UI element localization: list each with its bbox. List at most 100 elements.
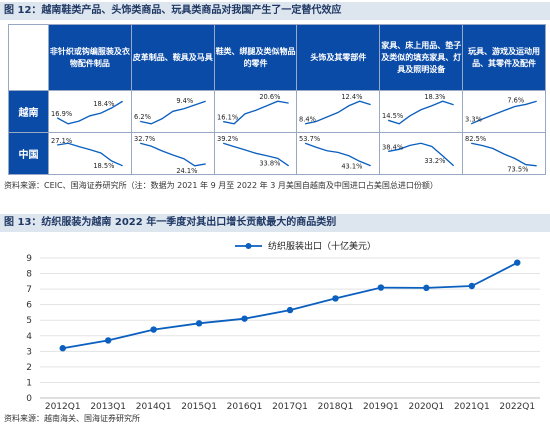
- figure12-title: 图 12：越南鞋类产品、头饰类商品、玩具类商品对我国产生了一定替代效应: [0, 2, 550, 20]
- sparkline-svg: 27.1% 18.5%: [51, 137, 123, 170]
- y-tick-label: 2: [26, 363, 32, 373]
- data-point: [423, 284, 430, 292]
- column-header-apparel: 非针织或钩编服装及衣物配件制品: [48, 24, 132, 91]
- sparkline-start-label: 14.5%: [382, 112, 403, 120]
- sparkline: [222, 142, 289, 167]
- column-header-leather: 皮革制品、鞍具及马具: [130, 24, 215, 91]
- sparkline-svg: 8.4% 12.4%: [300, 93, 372, 125]
- y-tick-label: 7: [26, 285, 32, 295]
- figure13-source: 资料来源：越南海关、国海证券研究所: [4, 414, 140, 423]
- column-header-footwear: 鞋类、绑腿及类似物品的零件: [213, 24, 298, 91]
- y-tick-label: 9: [26, 254, 32, 264]
- sparkline: [139, 100, 206, 125]
- substitution-matrix: 非针织或钩编服装及衣物配件制品 皮革制品、鞍具及马具 鞋类、绑腿及类似物品的零件…: [8, 24, 546, 175]
- mini-chart-china-furniture: 38.4% 33.2%: [379, 132, 464, 175]
- mini-chart-vietnam-apparel: 16.9% 18.4%: [48, 90, 132, 133]
- x-tick-label: 2021Q1: [454, 402, 490, 412]
- data-point: [59, 345, 66, 352]
- sparkline-end-label: 7.6%: [507, 96, 524, 104]
- sparkline-svg: 3.3% 7.6%: [465, 96, 537, 125]
- legend-marker: [245, 243, 252, 249]
- data-point: [104, 337, 112, 344]
- sparkline: [222, 100, 289, 125]
- x-tick-label: 2014Q1: [136, 402, 172, 412]
- y-tick-label: 8: [26, 270, 32, 280]
- mini-chart-vietnam-furniture: 14.5% 18.3%: [379, 90, 464, 133]
- mini-chart-china-footwear: 39.2% 33.8%: [213, 132, 298, 175]
- sparkline: [139, 142, 206, 167]
- sparkline-svg: 82.5% 73.5%: [465, 135, 537, 174]
- sparkline-end-label: 33.2%: [425, 157, 446, 165]
- sparkline-end-label: 24.1%: [176, 167, 197, 174]
- figure12-source: 资料来源：CEIC、国海证券研究所（注：数据为 2021 年 9 月至 2022…: [4, 181, 438, 190]
- matrix-corner: [8, 24, 49, 91]
- sparkline-end-label: 18.3%: [425, 93, 446, 101]
- sparkline: [388, 142, 455, 167]
- sparkline-start-label: 16.1%: [217, 113, 238, 121]
- y-tick-label: 5: [26, 316, 32, 326]
- column-header-toys: 玩具、游戏及运动用品、其零件及配件: [462, 24, 546, 91]
- sparkline-end-label: 9.4%: [176, 97, 193, 105]
- mini-chart-china-headgear: 53.7% 43.1%: [296, 132, 381, 175]
- mini-chart-vietnam-leather: 6.2% 9.4%: [130, 90, 215, 133]
- sparkline-svg: 39.2% 33.8%: [217, 135, 289, 167]
- sparkline-end-label: 33.8%: [259, 159, 280, 167]
- x-tick-label: 2018Q1: [318, 402, 354, 412]
- x-tick-label: 2015Q1: [181, 402, 217, 412]
- sparkline: [471, 100, 537, 125]
- sparkline-start-label: 27.1%: [51, 137, 72, 145]
- mini-chart-china-apparel: 27.1% 18.5%: [48, 132, 132, 175]
- data-point: [377, 284, 385, 291]
- y-tick-label: 4: [26, 332, 32, 342]
- mini-chart-vietnam-toys: 3.3% 7.6%: [462, 90, 546, 133]
- y-tick-label: 1: [26, 378, 32, 388]
- textile-export-line-chart: 0 1 2 3 4 5 6 7 8 9 2012Q1 2013Q1 2014Q1 2015Q1 2016Q1…: [26, 240, 540, 412]
- sparkline-end-label: 18.4%: [93, 100, 114, 108]
- data-point: [195, 320, 203, 327]
- sparkline-start-label: 82.5%: [465, 135, 486, 143]
- data-point: [332, 295, 339, 302]
- sparkline-end-label: 73.5%: [507, 166, 528, 174]
- sparkline-svg: 14.5% 18.3%: [382, 93, 455, 125]
- x-tick-label: 2022Q1: [499, 402, 535, 412]
- chart-legend: 纺织服装出口（十亿美元）: [235, 240, 376, 252]
- sparkline-start-label: 16.9%: [51, 110, 72, 118]
- x-tick-label: 2020Q1: [409, 402, 445, 412]
- sparkline: [305, 142, 372, 167]
- data-point: [241, 315, 248, 322]
- sparkline: [388, 100, 455, 125]
- y-tick-label: 6: [26, 301, 32, 311]
- sparkline: [56, 100, 123, 125]
- sparkline-end-label: 43.1%: [342, 163, 363, 171]
- sparkline-start-label: 32.7%: [134, 135, 155, 143]
- data-point: [514, 259, 521, 266]
- sparkline: [305, 100, 372, 125]
- sparkline-start-label: 3.3%: [465, 116, 482, 124]
- sparkline-svg: 32.7% 24.1%: [134, 135, 206, 174]
- sparkline-svg: 38.4% 33.2%: [382, 142, 455, 167]
- sparkline-svg: 16.9% 18.4%: [51, 100, 123, 125]
- sparkline: [57, 142, 123, 167]
- x-tick-label: 2012Q1: [45, 402, 81, 412]
- sparkline-start-label: 39.2%: [217, 135, 238, 143]
- figure13-title: 图 13：纺织服装为越南 2022 年一季度对其出口增长贡献最大的商品类别: [0, 214, 550, 232]
- sparkline-end-label: 12.4%: [342, 93, 363, 101]
- sparkline-start-label: 53.7%: [300, 135, 321, 143]
- sparkline-svg: 53.7% 43.1%: [300, 135, 372, 171]
- column-header-headgear: 头饰及其零部件: [296, 24, 381, 91]
- sparkline-start-label: 38.4%: [382, 143, 403, 151]
- sparkline-svg: 16.1% 20.6%: [217, 93, 289, 125]
- mini-chart-vietnam-footwear: 16.1% 20.6%: [213, 90, 298, 133]
- x-tick-label: 2019Q1: [363, 402, 399, 412]
- x-tick-label: 2013Q1: [90, 402, 126, 412]
- mini-chart-china-toys: 82.5% 73.5%: [462, 132, 546, 175]
- x-tick-label: 2017Q1: [272, 402, 308, 412]
- sparkline: [471, 142, 537, 167]
- mini-chart-china-leather: 32.7% 24.1%: [130, 132, 215, 175]
- data-point: [150, 326, 157, 333]
- data-point: [286, 306, 294, 314]
- sparkline-svg: 6.2% 9.4%: [134, 97, 206, 125]
- data-point: [468, 282, 476, 290]
- y-tick-label: 3: [26, 347, 32, 357]
- sparkline-end-label: 20.6%: [259, 93, 280, 101]
